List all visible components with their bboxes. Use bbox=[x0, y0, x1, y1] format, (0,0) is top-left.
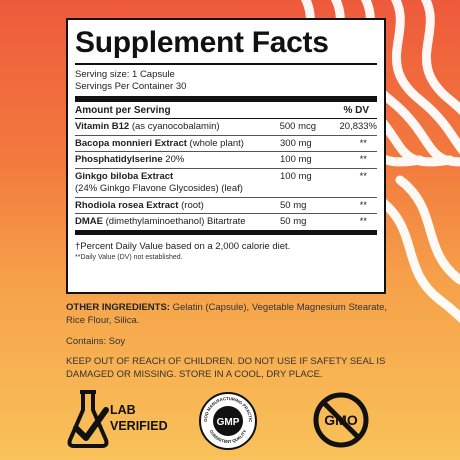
ingredient-amount: 100 mg bbox=[280, 154, 312, 165]
no-gmo-icon: GMO bbox=[313, 392, 369, 448]
gmp-text: GMP bbox=[217, 417, 240, 428]
lab-verified-badge: LAB VERIFIED bbox=[66, 388, 186, 454]
gmp-seal-icon: GOOD MANUFACTURING PRACTICE CONSISTENT Q… bbox=[198, 391, 257, 450]
ingredient-detail: (dimethylaminoethanol) Bitartrate bbox=[102, 216, 246, 227]
other-ingredients: OTHER INGREDIENTS: Gelatin (Capsule), Ve… bbox=[66, 302, 396, 327]
ingredient-name: Vitamin B12 bbox=[75, 121, 130, 132]
other-ingredients-text: Gelatin (Capsule), Vegetable Magnesium S… bbox=[66, 302, 388, 326]
ingredient-detail: (as cyanocobalamin) bbox=[129, 121, 220, 132]
thick-divider bbox=[75, 96, 377, 102]
ingredient-row: Ginkgo biloba Extract (24% Ginkgo Flavone… bbox=[75, 169, 377, 198]
ingredient-row: Vitamin B12 (as cyanocobalamin) 500 mcg … bbox=[75, 119, 377, 136]
ingredient-amount: 300 mg bbox=[280, 137, 312, 149]
dv-header: % DV bbox=[343, 105, 369, 116]
ingredient-amount: 100 mg bbox=[280, 170, 312, 182]
amount-header: Amount per Serving bbox=[75, 105, 171, 116]
gmo-text: GMO bbox=[324, 412, 358, 428]
ingredient-dv: ** bbox=[359, 154, 367, 165]
serving-info: Serving size: 1 Capsule Servings Per Con… bbox=[75, 65, 377, 96]
lab-verified-text: LAB VERIFIED bbox=[110, 402, 168, 434]
ingredient-detail: (whole plant) bbox=[186, 137, 244, 149]
ingredient-dv: 20,833% bbox=[339, 121, 377, 132]
ingredient-name: Bacopa monnieri Extract bbox=[75, 137, 187, 149]
panel-title: Supplement Facts bbox=[75, 26, 377, 65]
ingredient-name: DMAE bbox=[75, 216, 103, 227]
ingredient-name: Phosphatidylserine bbox=[75, 154, 163, 165]
lab-line2: VERIFIED bbox=[110, 419, 168, 433]
ingredient-amount: 50 mg bbox=[280, 216, 307, 227]
lab-flask-check-icon bbox=[67, 390, 109, 448]
ingredient-dv: ** bbox=[359, 216, 367, 227]
table-header: Amount per Serving % DV bbox=[75, 102, 377, 119]
ingredient-name: Ginkgo biloba Extract bbox=[75, 170, 174, 182]
serving-size: Serving size: 1 Capsule bbox=[75, 69, 175, 80]
ingredient-dv: ** bbox=[359, 170, 367, 182]
ingredient-row: Bacopa monnieri Extract (whole plant) 30… bbox=[75, 136, 377, 152]
servings-per-container: Servings Per Container 30 bbox=[75, 81, 187, 92]
footnote-daily-value: †Percent Daily Value based on a 2,000 ca… bbox=[75, 240, 291, 252]
ingredient-name: Rhodiola rosea Extract bbox=[75, 199, 179, 211]
ingredient-dv: ** bbox=[359, 137, 367, 149]
ingredient-row: Rhodiola rosea Extract (root) 50 mg ** bbox=[75, 198, 377, 214]
footnote-not-established: **Daily Value (DV) not established. bbox=[75, 253, 183, 261]
ingredient-amount: 500 mcg bbox=[279, 121, 317, 132]
allergen-statement: Contains: Soy bbox=[66, 336, 126, 347]
ingredient-row: Phosphatidylserine 20% 100 mg ** bbox=[75, 152, 377, 169]
ingredient-detail: (24% Ginkgo Flavone Glycosides) (leaf) bbox=[75, 183, 243, 194]
ingredient-dv: ** bbox=[359, 199, 367, 211]
ingredient-detail: (root) bbox=[178, 199, 204, 211]
ingredient-amount: 50 mg bbox=[280, 199, 307, 211]
warning-text: KEEP OUT OF REACH OF CHILDREN. DO NOT US… bbox=[66, 356, 386, 380]
lab-line1: LAB bbox=[110, 403, 136, 417]
other-ingredients-label: OTHER INGREDIENTS: bbox=[66, 302, 170, 313]
supplement-facts-panel: Supplement Facts Serving size: 1 Capsule… bbox=[66, 18, 386, 294]
ingredient-row: DMAE (dimethylaminoethanol) Bitartrate 5… bbox=[75, 214, 377, 235]
ingredient-detail: 20% bbox=[162, 154, 185, 165]
